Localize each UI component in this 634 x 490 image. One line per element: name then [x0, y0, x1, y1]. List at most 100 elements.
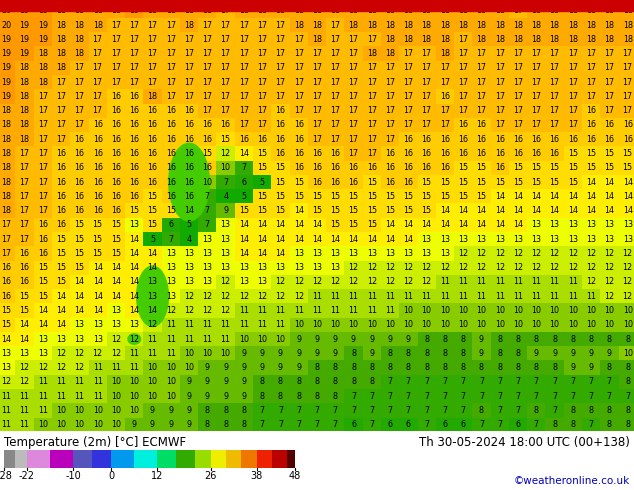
Bar: [344, 246, 363, 261]
Text: 12: 12: [275, 292, 285, 301]
Text: 12: 12: [403, 263, 413, 272]
Text: 14: 14: [294, 220, 304, 229]
Text: 17: 17: [476, 63, 486, 73]
Text: 17: 17: [604, 92, 614, 101]
Bar: [290, 175, 308, 189]
Text: 15: 15: [275, 163, 285, 172]
Text: 14: 14: [312, 235, 322, 244]
Bar: [582, 332, 600, 346]
Text: -22: -22: [19, 471, 35, 481]
Text: 16: 16: [74, 163, 84, 172]
Text: 11: 11: [38, 406, 48, 415]
Text: 15: 15: [458, 163, 469, 172]
Bar: [454, 289, 472, 303]
Text: 10: 10: [440, 306, 450, 315]
Bar: [271, 47, 290, 61]
Bar: [0, 232, 15, 246]
Text: 17: 17: [330, 35, 340, 44]
Bar: [363, 375, 381, 389]
Text: 8: 8: [351, 349, 356, 358]
Bar: [107, 203, 125, 218]
Bar: [527, 289, 545, 303]
Bar: [527, 417, 545, 432]
Bar: [308, 403, 326, 417]
Text: 15: 15: [495, 177, 505, 187]
Bar: [107, 261, 125, 275]
Bar: [399, 346, 418, 361]
Bar: [290, 161, 308, 175]
Text: 15: 15: [294, 177, 304, 187]
Text: 6: 6: [515, 420, 521, 429]
Bar: [70, 189, 89, 203]
Text: 16: 16: [74, 206, 84, 215]
Text: 17: 17: [275, 35, 285, 44]
Bar: [308, 61, 326, 75]
Text: 8: 8: [406, 363, 411, 372]
Bar: [436, 375, 454, 389]
Bar: [235, 175, 253, 189]
Text: 15: 15: [275, 192, 285, 201]
Text: 10: 10: [56, 420, 66, 429]
Bar: [472, 32, 491, 47]
Bar: [107, 32, 125, 47]
Bar: [107, 3, 125, 18]
Text: 17: 17: [312, 92, 322, 101]
Text: 10: 10: [129, 377, 139, 387]
Bar: [180, 346, 198, 361]
Bar: [582, 289, 600, 303]
Text: 18: 18: [513, 35, 523, 44]
Bar: [399, 47, 418, 61]
Bar: [34, 375, 52, 389]
Bar: [454, 375, 472, 389]
Bar: [545, 303, 564, 318]
Bar: [70, 318, 89, 332]
Text: 11: 11: [403, 292, 413, 301]
Bar: [125, 303, 143, 318]
Bar: [326, 303, 344, 318]
Text: 12: 12: [604, 292, 614, 301]
Bar: [436, 32, 454, 47]
Text: 18: 18: [312, 35, 322, 44]
Bar: [290, 218, 308, 232]
Text: 17: 17: [513, 6, 523, 15]
Bar: [545, 318, 564, 332]
Polygon shape: [128, 334, 141, 344]
Text: 14: 14: [513, 206, 523, 215]
Bar: [107, 289, 125, 303]
Bar: [545, 118, 564, 132]
Text: 20: 20: [1, 6, 11, 15]
Bar: [545, 18, 564, 32]
Text: 8: 8: [625, 406, 630, 415]
Bar: [454, 275, 472, 289]
Bar: [308, 89, 326, 103]
Bar: [399, 61, 418, 75]
Text: 11: 11: [422, 292, 432, 301]
Bar: [527, 175, 545, 189]
Text: 16: 16: [294, 163, 304, 172]
Bar: [235, 161, 253, 175]
Bar: [89, 147, 107, 161]
Text: 17: 17: [20, 192, 30, 201]
Bar: [564, 203, 582, 218]
Bar: [491, 389, 509, 403]
Text: 17: 17: [422, 106, 432, 115]
Bar: [15, 203, 34, 218]
Bar: [582, 75, 600, 89]
Bar: [125, 132, 143, 147]
Text: 11: 11: [129, 363, 139, 372]
Text: 17: 17: [165, 92, 176, 101]
Bar: [509, 361, 527, 375]
Text: 14: 14: [550, 192, 560, 201]
Bar: [509, 403, 527, 417]
Bar: [15, 103, 34, 118]
Bar: [89, 318, 107, 332]
Text: 11: 11: [513, 277, 523, 287]
Bar: [381, 175, 399, 189]
Bar: [143, 417, 162, 432]
Bar: [271, 403, 290, 417]
Text: 17: 17: [38, 106, 48, 115]
Bar: [52, 32, 70, 47]
Text: 14: 14: [129, 235, 139, 244]
Bar: [70, 118, 89, 132]
Bar: [143, 361, 162, 375]
